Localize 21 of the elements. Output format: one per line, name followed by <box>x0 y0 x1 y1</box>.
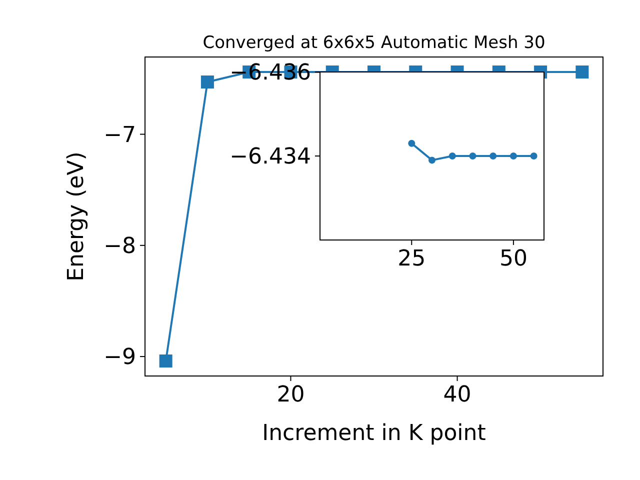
point <box>530 152 538 160</box>
x-tick-label: 20 <box>276 382 305 408</box>
y-tick-label: −9 <box>104 345 136 370</box>
x-tick-label: 40 <box>443 382 472 408</box>
point <box>469 152 476 160</box>
y-axis-title: Energy (eV) <box>64 152 89 282</box>
point <box>200 76 214 89</box>
x-axis-title: Increment in K point <box>262 421 486 446</box>
point <box>428 156 436 164</box>
x-tick-label: 25 <box>398 246 426 272</box>
point <box>448 152 456 160</box>
y-tick-label: −7 <box>104 122 136 148</box>
point <box>408 140 416 147</box>
y-tick-label: −8 <box>104 234 136 260</box>
y-tick-label: −6.434 <box>230 144 311 170</box>
chart-title: Converged at 6x6x5 Automatic Mesh 30 <box>202 33 546 53</box>
point <box>576 66 589 79</box>
point <box>510 152 517 160</box>
x-tick-label: 50 <box>499 246 528 272</box>
point <box>490 152 497 160</box>
point <box>159 354 172 368</box>
